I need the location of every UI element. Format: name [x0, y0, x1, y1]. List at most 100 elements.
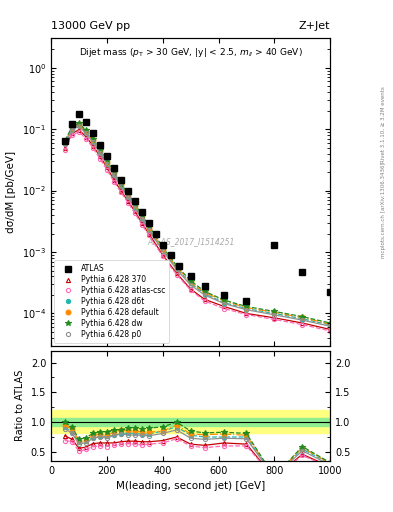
Pythia 6.428 dw — [63, 138, 68, 144]
Line: Pythia 6.428 p0: Pythia 6.428 p0 — [63, 124, 332, 328]
Y-axis label: dσ/dM [pb/GeV]: dσ/dM [pb/GeV] — [6, 151, 17, 233]
Pythia 6.428 atlas-csc — [70, 132, 74, 138]
Pythia 6.428 d6t — [174, 265, 179, 271]
ATLAS — [153, 230, 158, 237]
Pythia 6.428 atlas-csc — [147, 232, 151, 238]
Pythia 6.428 d6t — [112, 172, 116, 178]
Pythia 6.428 dw — [77, 120, 81, 126]
ATLAS — [328, 289, 332, 295]
Pythia 6.428 atlas-csc — [105, 166, 109, 173]
ATLAS — [84, 119, 88, 125]
ATLAS — [105, 153, 109, 159]
Pythia 6.428 p0 — [222, 301, 226, 307]
Pythia 6.428 370 — [140, 220, 144, 226]
Pythia 6.428 dw — [160, 244, 165, 250]
Pythia 6.428 p0 — [97, 150, 102, 156]
Pythia 6.428 370 — [112, 177, 116, 183]
Pythia 6.428 d6t — [84, 130, 88, 136]
ATLAS — [70, 121, 74, 127]
ATLAS — [77, 111, 81, 117]
Pythia 6.428 atlas-csc — [77, 129, 81, 135]
Pythia 6.428 d6t — [105, 160, 109, 166]
Pythia 6.428 dw — [97, 147, 102, 153]
Pythia 6.428 d6t — [300, 316, 305, 322]
Pythia 6.428 p0 — [328, 323, 332, 329]
Pythia 6.428 atlas-csc — [222, 306, 226, 312]
Pythia 6.428 atlas-csc — [272, 316, 277, 323]
Pythia 6.428 370 — [300, 320, 305, 326]
Pythia 6.428 370 — [222, 304, 226, 310]
Pythia 6.428 370 — [125, 198, 130, 204]
Pythia 6.428 d6t — [147, 226, 151, 232]
ATLAS — [244, 298, 249, 304]
Pythia 6.428 dw — [112, 169, 116, 175]
Pythia 6.428 dw — [119, 181, 123, 187]
Pythia 6.428 p0 — [188, 282, 193, 288]
Pythia 6.428 dw — [188, 278, 193, 284]
Pythia 6.428 370 — [244, 310, 249, 316]
Pythia 6.428 default — [125, 191, 130, 198]
Pythia 6.428 370 — [97, 153, 102, 159]
Pythia 6.428 dw — [174, 263, 179, 269]
Pythia 6.428 dw — [70, 123, 74, 130]
Pythia 6.428 dw — [84, 127, 88, 133]
Pythia 6.428 d6t — [119, 183, 123, 189]
Pythia 6.428 370 — [84, 134, 88, 140]
Pythia 6.428 atlas-csc — [125, 200, 130, 206]
ATLAS — [177, 263, 182, 269]
Pythia 6.428 default — [147, 225, 151, 231]
Pythia 6.428 default — [202, 289, 207, 295]
ATLAS — [91, 131, 95, 137]
Pythia 6.428 370 — [119, 187, 123, 194]
Pythia 6.428 d6t — [202, 291, 207, 297]
Pythia 6.428 p0 — [70, 127, 74, 133]
Pythia 6.428 dw — [300, 313, 305, 319]
Text: 13000 GeV pp: 13000 GeV pp — [51, 20, 130, 31]
Pythia 6.428 default — [97, 148, 102, 154]
Pythia 6.428 default — [91, 137, 95, 143]
Pythia 6.428 default — [77, 121, 81, 127]
Pythia 6.428 p0 — [119, 183, 123, 189]
Pythia 6.428 default — [328, 321, 332, 327]
Pythia 6.428 atlas-csc — [300, 322, 305, 328]
Pythia 6.428 p0 — [125, 194, 130, 200]
Pythia 6.428 default — [160, 246, 165, 252]
Pythia 6.428 370 — [328, 326, 332, 332]
Pythia 6.428 atlas-csc — [244, 311, 249, 317]
Pythia 6.428 d6t — [132, 203, 137, 209]
Pythia 6.428 atlas-csc — [202, 298, 207, 304]
ATLAS — [97, 142, 102, 148]
Pythia 6.428 370 — [63, 144, 68, 151]
Pythia 6.428 370 — [160, 252, 165, 258]
Pythia 6.428 p0 — [112, 172, 116, 178]
Pythia 6.428 p0 — [244, 307, 249, 313]
Pythia 6.428 d6t — [140, 215, 144, 221]
Line: Pythia 6.428 370: Pythia 6.428 370 — [63, 127, 332, 331]
Pythia 6.428 dw — [147, 222, 151, 228]
Text: mcplots.cern.ch [arXiv:1306.3436]: mcplots.cern.ch [arXiv:1306.3436] — [381, 163, 386, 258]
Pythia 6.428 dw — [125, 190, 130, 197]
Line: Pythia 6.428 dw: Pythia 6.428 dw — [62, 120, 333, 326]
Pythia 6.428 dw — [202, 288, 207, 294]
X-axis label: M(leading, second jet) [GeV]: M(leading, second jet) [GeV] — [116, 481, 265, 491]
Pythia 6.428 dw — [140, 212, 144, 218]
Pythia 6.428 d6t — [244, 306, 249, 312]
Pythia 6.428 dw — [272, 308, 277, 314]
Pythia 6.428 default — [119, 181, 123, 187]
Pythia 6.428 370 — [202, 296, 207, 303]
Pythia 6.428 default — [84, 129, 88, 135]
Pythia 6.428 d6t — [272, 310, 277, 316]
Pythia 6.428 atlas-csc — [84, 136, 88, 142]
Pythia 6.428 default — [105, 159, 109, 165]
Line: Pythia 6.428 atlas-csc: Pythia 6.428 atlas-csc — [63, 130, 332, 333]
Pythia 6.428 default — [70, 125, 74, 131]
Pythia 6.428 dw — [91, 136, 95, 142]
ATLAS — [140, 209, 144, 215]
ATLAS — [202, 283, 207, 289]
Pythia 6.428 default — [222, 298, 226, 304]
Pythia 6.428 atlas-csc — [174, 271, 179, 278]
Pythia 6.428 default — [132, 202, 137, 208]
Pythia 6.428 dw — [222, 297, 226, 303]
Pythia 6.428 atlas-csc — [328, 328, 332, 334]
Pythia 6.428 370 — [77, 126, 81, 133]
